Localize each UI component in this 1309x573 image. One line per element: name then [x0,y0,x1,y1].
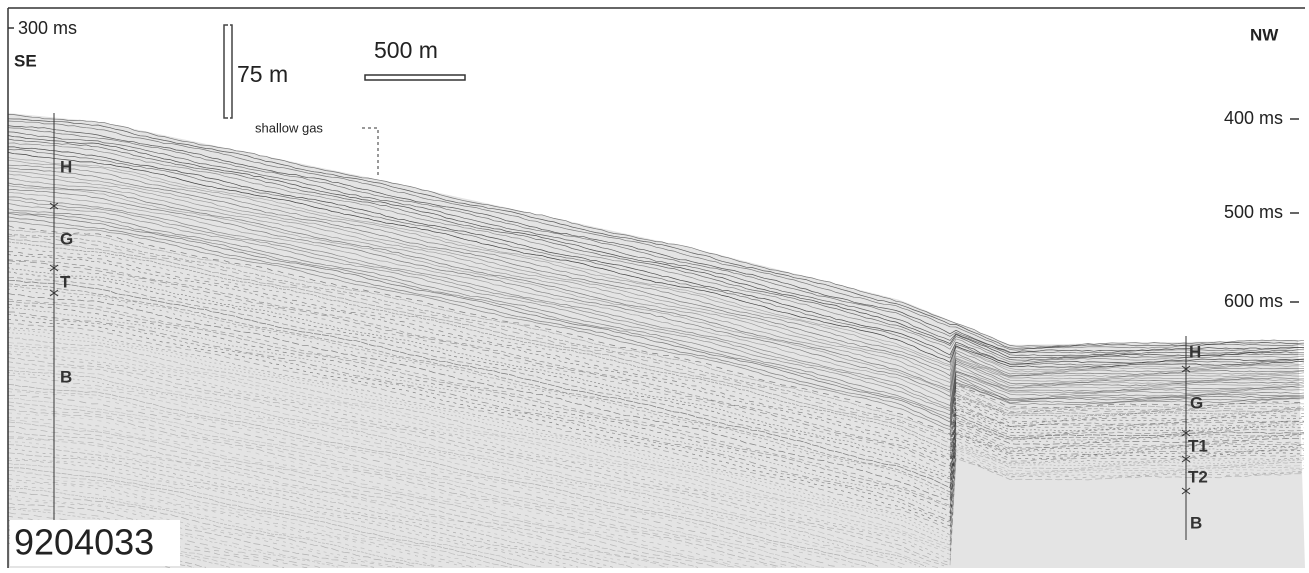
unit-label: T [60,272,71,291]
profile-id: 9204033 [14,522,154,563]
unit-label: H [60,157,72,176]
seismic-profile: 300 ms SE NW 75 m 500 m shallow gas 400 … [0,0,1309,568]
unit-label: T1 [1188,436,1208,455]
horizontal-scale-bar [365,75,465,80]
page: 300 ms SE NW 75 m 500 m shallow gas 400 … [0,0,1309,568]
unit-label: H [1189,342,1201,361]
unit-label: G [60,229,73,248]
time-label: 400 ms [1224,108,1283,128]
direction-label: NW [1250,25,1279,44]
time-label: 300 ms [18,18,77,38]
unit-label: T2 [1188,467,1208,486]
annotation: shallow gas [255,120,323,135]
vertical-scale-label: 75 m [237,61,288,87]
time-label: 500 ms [1224,202,1283,222]
unit-label: B [60,367,72,386]
unit-label: G [1190,393,1203,412]
unit-label: B [1190,513,1202,532]
horizontal-scale-label: 500 m [374,37,438,63]
direction-label: SE [14,51,37,70]
time-label: 600 ms [1224,291,1283,311]
